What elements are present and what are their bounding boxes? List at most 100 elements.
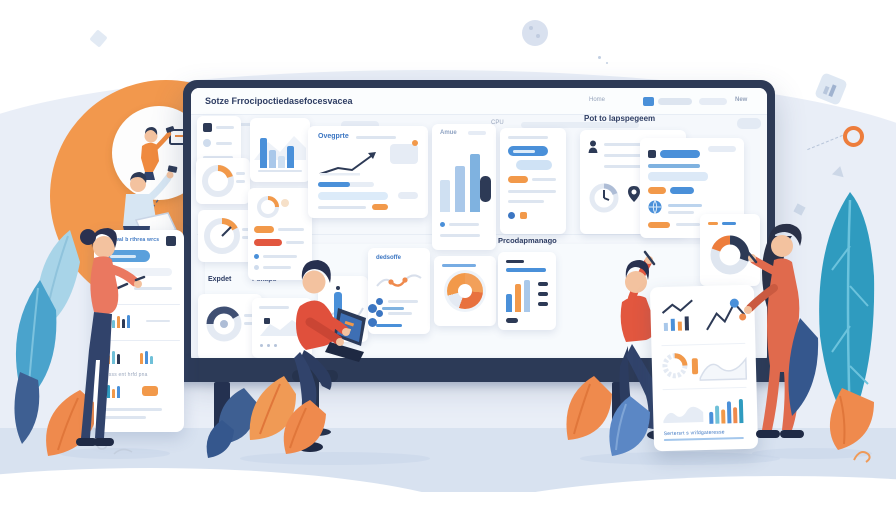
blue-line xyxy=(382,307,404,310)
nav-pill[interactable] xyxy=(699,98,727,105)
toolbar-pill[interactable] xyxy=(341,121,379,129)
back-arm xyxy=(305,317,343,345)
gray-chip[interactable] xyxy=(708,146,736,152)
row-line xyxy=(668,204,702,207)
orange-chip[interactable] xyxy=(648,187,666,194)
floor-shadow xyxy=(240,452,430,465)
squiggle xyxy=(146,320,170,322)
leaf-vein xyxy=(573,383,591,435)
clock-icon xyxy=(589,183,619,213)
divider xyxy=(98,340,180,341)
toolbar-track[interactable] xyxy=(521,122,639,128)
floor-shadow xyxy=(580,452,780,465)
decor-diamond-chart xyxy=(814,72,848,106)
leaf-vein xyxy=(839,395,846,445)
panel-blue-button[interactable] xyxy=(102,250,150,262)
bar xyxy=(515,284,521,312)
plant-mid-right xyxy=(566,376,650,456)
pin-dot-orange xyxy=(739,313,747,321)
row-icon-blue[interactable] xyxy=(376,298,383,305)
person-icon xyxy=(203,123,212,132)
chat-bubble-light[interactable] xyxy=(516,160,552,170)
navy-square[interactable] xyxy=(648,150,656,158)
orange-chip[interactable] xyxy=(142,386,158,396)
donut-hole xyxy=(458,284,472,298)
screen-glyph xyxy=(344,320,355,327)
bar xyxy=(506,294,512,312)
divider xyxy=(662,386,747,391)
icon-square-orange[interactable] xyxy=(520,212,527,219)
small-person-hair xyxy=(130,172,147,183)
nav-active-button[interactable] xyxy=(643,97,654,106)
shoe xyxy=(93,438,114,446)
card-tasks xyxy=(500,128,566,234)
banner-orange[interactable] xyxy=(254,226,274,233)
toolbar-cpu-label: CPU xyxy=(491,120,504,126)
poster-sheet: Sertersrt s vrifdgateresse xyxy=(649,284,759,452)
navy-chip[interactable] xyxy=(506,318,518,323)
selected-row[interactable] xyxy=(648,172,708,181)
axis-line xyxy=(320,173,360,176)
row-line xyxy=(388,300,418,303)
notification-dot xyxy=(412,140,418,146)
bar xyxy=(107,385,110,398)
leaf-vein xyxy=(289,407,307,449)
bar xyxy=(140,353,143,364)
nav-pill[interactable] xyxy=(658,98,692,105)
navy-toggle[interactable] xyxy=(480,176,491,202)
row-line xyxy=(102,408,162,411)
orange-chip[interactable] xyxy=(372,204,388,210)
wiggle-chart xyxy=(376,274,422,287)
row-line xyxy=(318,206,366,209)
panel-input[interactable] xyxy=(102,268,172,276)
leaf xyxy=(283,400,326,454)
frame-mark xyxy=(175,135,184,137)
area-fill xyxy=(260,320,304,336)
icon-circle-blue[interactable] xyxy=(368,304,377,313)
orange-curl-doodle xyxy=(853,451,871,463)
banner-red[interactable] xyxy=(254,239,282,246)
title-mark-blue xyxy=(722,222,736,225)
rings-chart xyxy=(257,196,289,218)
selected-row[interactable] xyxy=(318,192,388,200)
icon-dot-blue[interactable] xyxy=(508,212,515,219)
card-dedsoffe: dedsoffe xyxy=(368,248,430,334)
donut-chart-icon xyxy=(710,235,750,275)
trend-line xyxy=(319,153,375,175)
donut-chart-icon xyxy=(447,273,483,309)
bar xyxy=(269,150,276,168)
blue-chip[interactable] xyxy=(670,187,694,194)
person-woman-left xyxy=(76,228,146,446)
leaf-side-veins xyxy=(831,245,869,385)
leaf-large xyxy=(819,192,875,426)
pin-icon xyxy=(628,186,640,202)
leaf-vein xyxy=(57,397,79,451)
header-secondary-pill[interactable] xyxy=(737,118,761,129)
hand xyxy=(744,306,752,314)
bar xyxy=(455,166,465,212)
doodle-squiggle xyxy=(113,448,133,455)
gray-chip[interactable] xyxy=(398,192,418,199)
legend-pill xyxy=(538,302,548,306)
icon-circle-blue[interactable] xyxy=(368,318,377,327)
panel-section-label: Nosss ent hrfd pna xyxy=(102,372,148,378)
orange-chip[interactable] xyxy=(508,176,528,183)
card-donut-right xyxy=(700,214,760,286)
row-line xyxy=(278,228,304,231)
head xyxy=(93,236,115,258)
nav-home[interactable]: Home xyxy=(589,97,606,103)
blue-row[interactable] xyxy=(660,150,700,158)
orange-chip[interactable] xyxy=(648,222,670,228)
decor-speck xyxy=(598,56,601,59)
row-icon-blue[interactable] xyxy=(376,310,383,317)
bar xyxy=(440,180,450,212)
tall-bar-chart xyxy=(440,150,480,212)
decor-coin-mark xyxy=(529,26,533,30)
nav-new[interactable]: New xyxy=(735,97,748,103)
front-arm xyxy=(746,284,778,312)
panel-corner-button[interactable] xyxy=(166,236,176,246)
bar xyxy=(112,389,115,398)
hair xyxy=(91,228,117,248)
decor-diamond-bar xyxy=(828,84,837,97)
bar xyxy=(470,154,480,212)
